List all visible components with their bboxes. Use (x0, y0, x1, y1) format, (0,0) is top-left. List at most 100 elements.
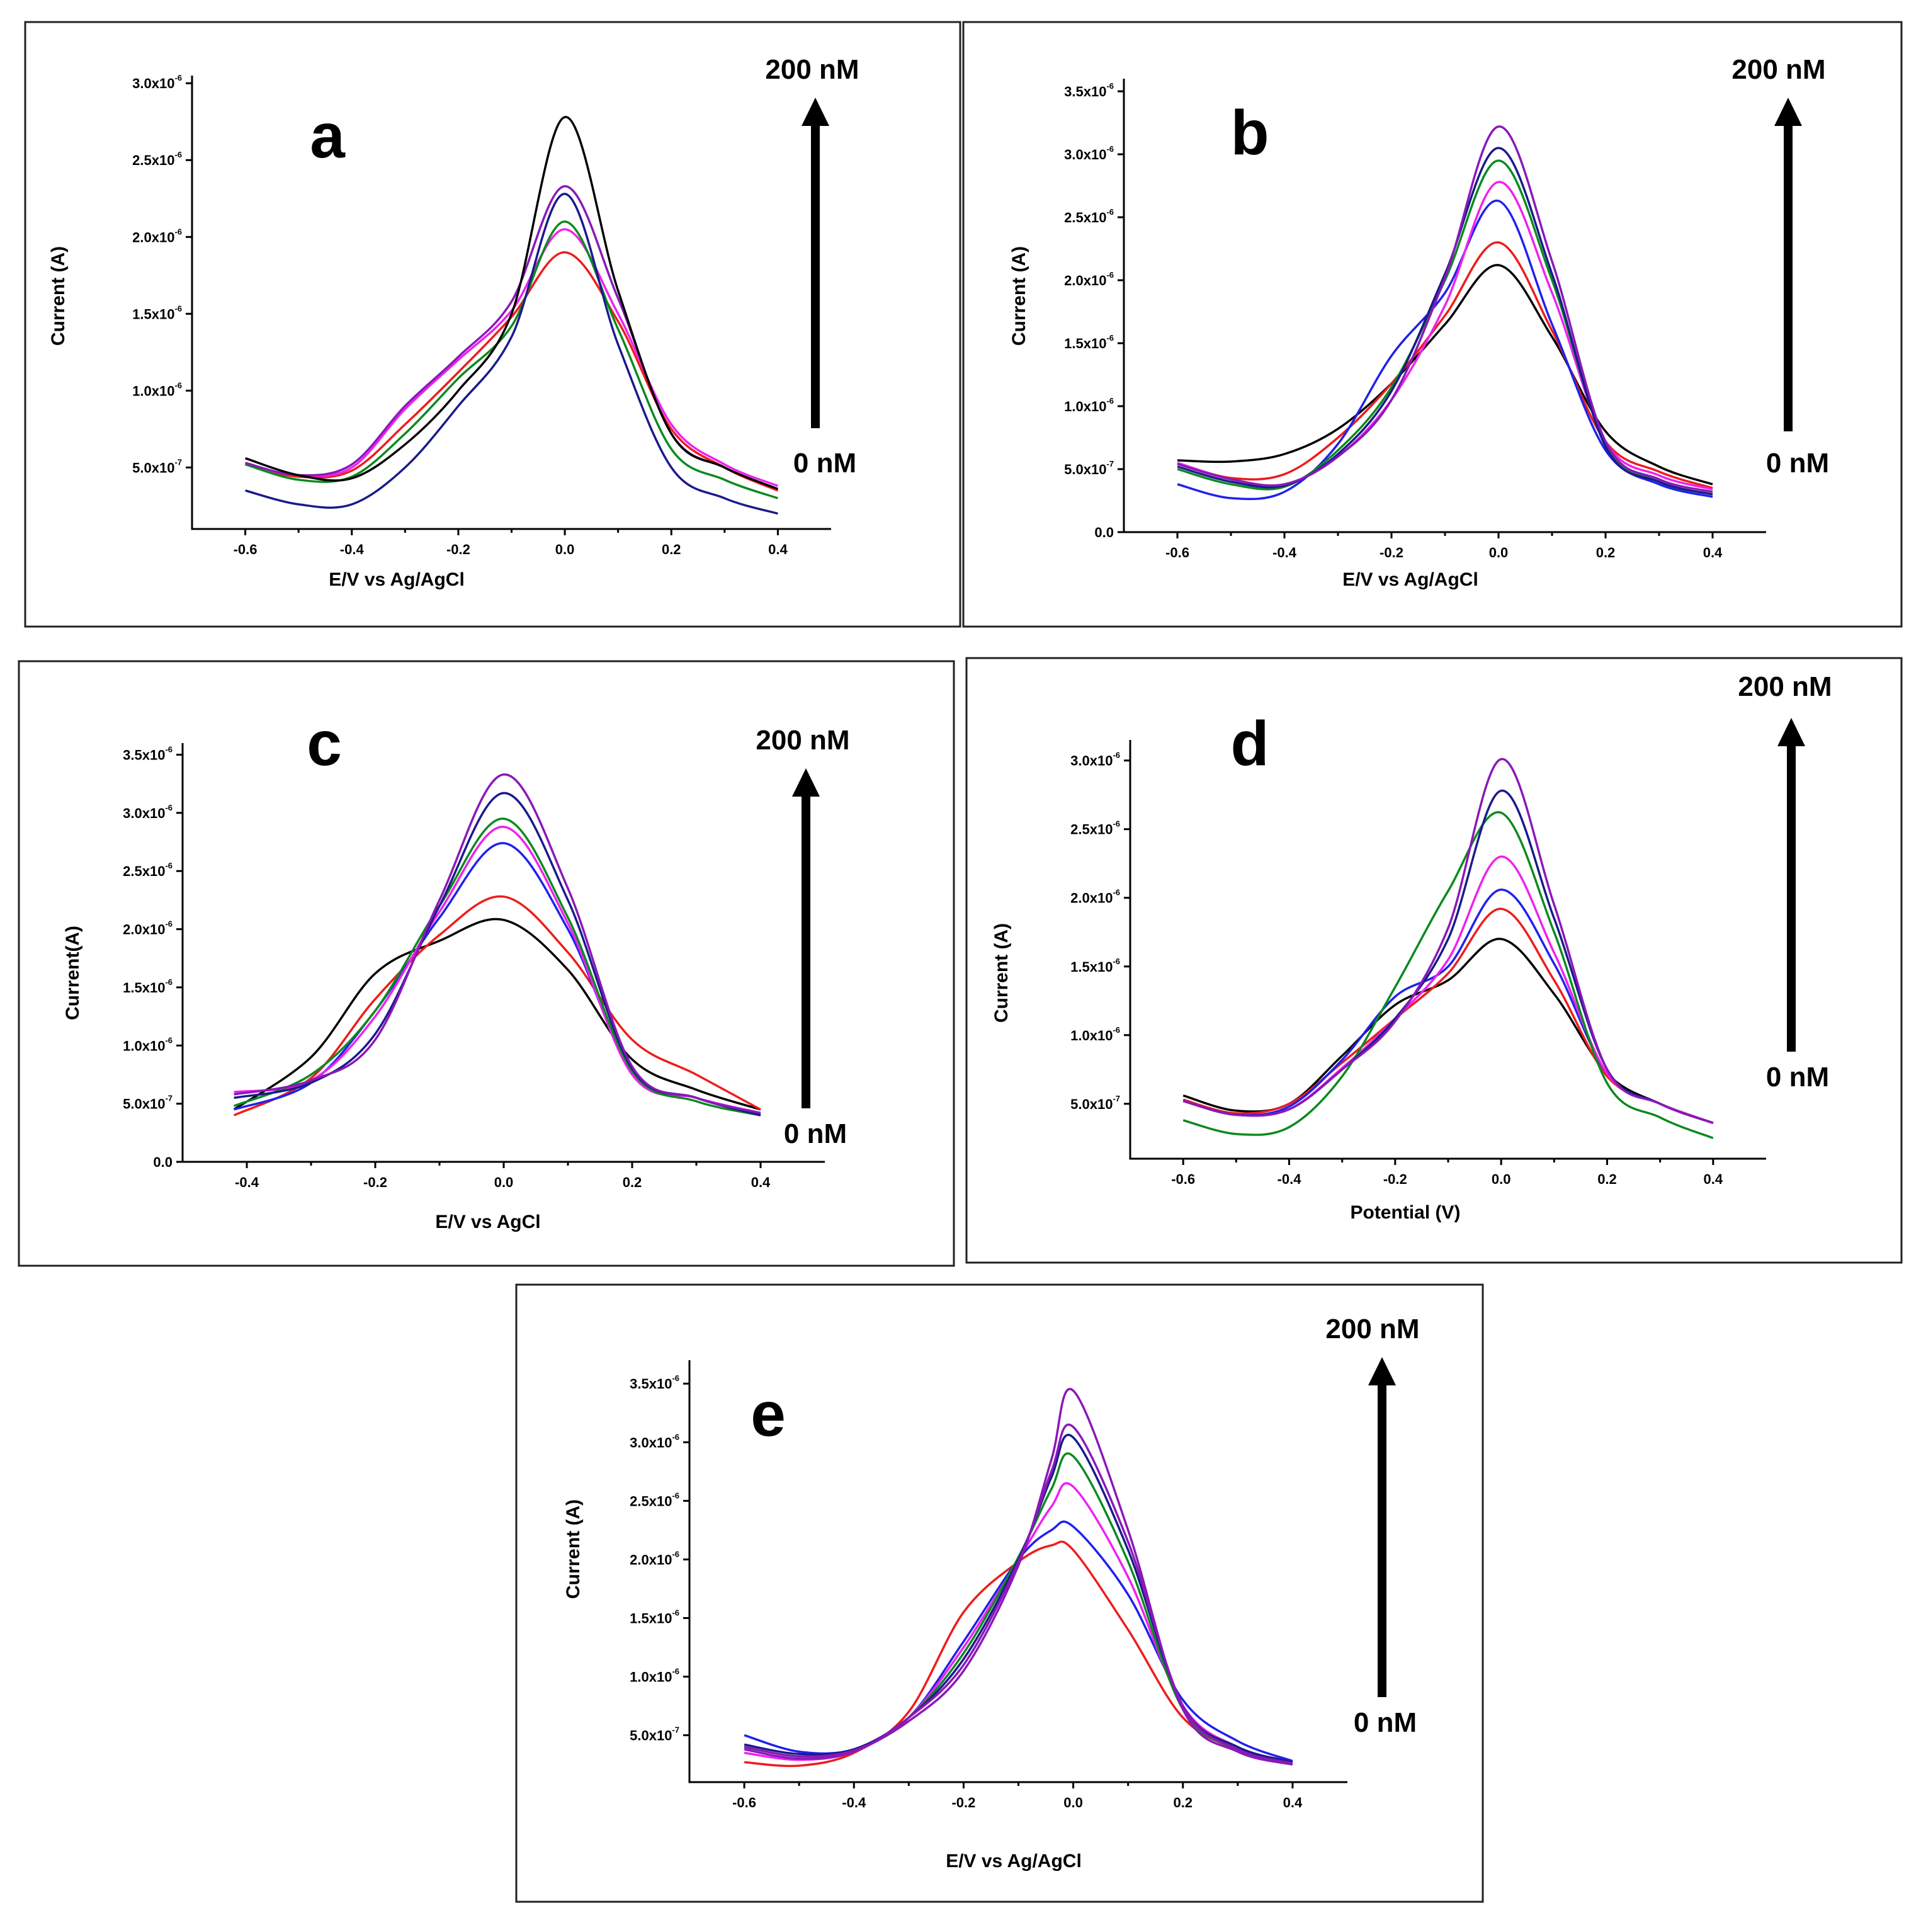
y-tick-label: 3.5x10-6 (630, 1373, 679, 1392)
x-tick-label: -0.4 (235, 1174, 259, 1190)
series-line-green (1177, 159, 1713, 496)
y-tick-label: 5.0x10-7 (123, 1094, 173, 1112)
y-tick-label: 1.0x10-6 (1064, 396, 1114, 414)
x-tick-label: -0.4 (1272, 545, 1297, 560)
x-tick-label: -0.2 (446, 542, 470, 557)
panel-letter: e (751, 1379, 786, 1450)
x-tick-label: 0.4 (1704, 1171, 1723, 1187)
series-line-violet (1182, 758, 1714, 1124)
arrow-head-icon (1777, 718, 1805, 746)
x-tick-label: -0.6 (1165, 545, 1189, 560)
y-tick-label: 1.5x10-6 (630, 1608, 679, 1626)
x-tick-label: 0.4 (1703, 545, 1723, 560)
axes (181, 743, 825, 1163)
x-tick-label: -0.2 (951, 1795, 975, 1810)
y-tick-label: 5.0x10-7 (1064, 459, 1114, 477)
series-line-black (233, 918, 761, 1111)
y-tick-label: 2.0x10-6 (1064, 270, 1114, 288)
x-tick-label: -0.4 (340, 542, 365, 557)
panel-frame (18, 660, 955, 1267)
arrow-bottom-label: 0 nM (784, 1118, 847, 1149)
y-tick-label: 3.0x10-6 (630, 1432, 679, 1450)
x-tick-label: 0.2 (1597, 1171, 1617, 1187)
y-axis-title: Current (A) (1009, 246, 1029, 346)
panel-letter: d (1230, 708, 1269, 779)
y-tick-label: 5.0x10-7 (132, 457, 182, 475)
series-line-navy (245, 193, 778, 515)
series-line-navy (744, 1433, 1293, 1764)
x-tick-label: 0.2 (1173, 1795, 1193, 1810)
y-tick-label: 1.5x10-6 (1070, 957, 1120, 975)
arrow-bottom-label: 0 nM (1766, 448, 1829, 479)
x-tick-label: -0.2 (363, 1174, 387, 1190)
series-line-black (1177, 264, 1713, 486)
y-tick-label: 0.0 (1094, 525, 1114, 540)
series-line-magenta (744, 1482, 1293, 1764)
panel-frame (515, 1283, 1484, 1903)
series-line-blue (1182, 888, 1714, 1124)
x-tick-label: -0.6 (1171, 1171, 1195, 1187)
series-line-green (744, 1452, 1293, 1764)
series-line-purple-top (744, 1388, 1293, 1766)
y-tick-label: 1.5x10-6 (1064, 333, 1114, 351)
y-tick-label: 3.0x10-6 (1070, 751, 1120, 769)
panel-c: -0.4 -0.2 0.0 0.2 0.4 0.0 5.0x10-7 1.0x10-6 1.5x… (18, 660, 955, 1267)
y-tick-label: 2.0x10-6 (1070, 888, 1120, 906)
axes (688, 1360, 1347, 1783)
series-line-violet (744, 1423, 1293, 1764)
series-line-red (233, 895, 761, 1117)
panel-e: -0.6 -0.4 -0.2 0.0 0.2 0.4 5.0x10-7 1.0x10-6 1.5… (515, 1283, 1484, 1903)
arrow-head-icon (802, 98, 829, 126)
panel-b: -0.6 -0.4 -0.2 0.0 0.2 0.4 0.0 5.0x10-7 1.0x10-6… (962, 21, 1903, 628)
y-tick-label: 1.5x10-6 (132, 304, 182, 322)
panel-letter: c (307, 708, 342, 779)
arrow-bottom-label: 0 nM (1354, 1707, 1417, 1738)
y-tick-label: 1.5x10-6 (123, 977, 173, 996)
series-line-violet (234, 773, 761, 1115)
y-tick-label: 3.0x10-6 (132, 73, 182, 91)
y-tick-label: 2.5x10-6 (1064, 207, 1114, 225)
x-axis-title: E/V vs AgCl (435, 1212, 540, 1232)
x-tick-label: -0.4 (1278, 1171, 1302, 1187)
y-tick-label: 2.0x10-6 (132, 227, 182, 245)
series-line-red (744, 1540, 1293, 1768)
x-tick-label: 0.0 (1489, 545, 1509, 560)
panel-frame (965, 657, 1903, 1264)
arrow-top-label: 200 nM (765, 54, 859, 85)
x-tick-label: 0.0 (1063, 1795, 1083, 1810)
x-tick-label: -0.6 (234, 542, 258, 557)
x-tick-label: 0.2 (1596, 545, 1616, 560)
arrow-top-label: 200 nM (1731, 54, 1825, 85)
x-axis-title: E/V vs Ag/AgCl (1342, 569, 1478, 590)
arrow-bottom-label: 0 nM (1766, 1062, 1829, 1093)
panel-frame (24, 21, 961, 628)
y-tick-label: 5.0x10-7 (1070, 1094, 1120, 1112)
x-tick-label: 0.4 (751, 1174, 771, 1190)
y-tick-label: 1.0x10-6 (132, 380, 182, 399)
arrow-head-icon (1774, 98, 1802, 126)
y-tick-label: 2.5x10-6 (123, 861, 173, 879)
series-line-red (245, 251, 779, 492)
x-axis-title: E/V vs Ag/AgCl (946, 1851, 1082, 1872)
y-tick-label: 2.0x10-6 (123, 919, 173, 938)
y-tick-label: 2.0x10-6 (630, 1549, 679, 1567)
series-line-magenta (1182, 855, 1714, 1124)
y-tick-label: 1.0x10-6 (1070, 1025, 1120, 1043)
y-tick-label: 2.5x10-6 (630, 1491, 679, 1509)
x-tick-label: -0.2 (1383, 1171, 1407, 1187)
series-line-magenta (245, 228, 779, 487)
series-line-magenta (234, 826, 761, 1115)
panel-a: -0.6 -0.4 -0.2 0.0 0.2 0.4 5.0x10-7 1.0x10-6 1.5… (24, 21, 961, 628)
series-line-magenta (1177, 181, 1713, 491)
series-line-black (245, 116, 779, 491)
y-tick-label: 3.5x10-6 (1064, 81, 1114, 99)
y-tick-label: 1.0x10-6 (123, 1035, 173, 1054)
y-tick-label: 1.0x10-6 (630, 1667, 679, 1685)
y-tick-label: 5.0x10-7 (630, 1725, 679, 1744)
x-axis-title: E/V vs Ag/AgCl (329, 569, 465, 590)
arrow-top-label: 200 nM (1738, 671, 1832, 702)
y-tick-label: 0.0 (153, 1154, 173, 1170)
x-tick-label: -0.2 (1380, 545, 1403, 560)
y-axis-title: Current (A) (563, 1499, 584, 1599)
